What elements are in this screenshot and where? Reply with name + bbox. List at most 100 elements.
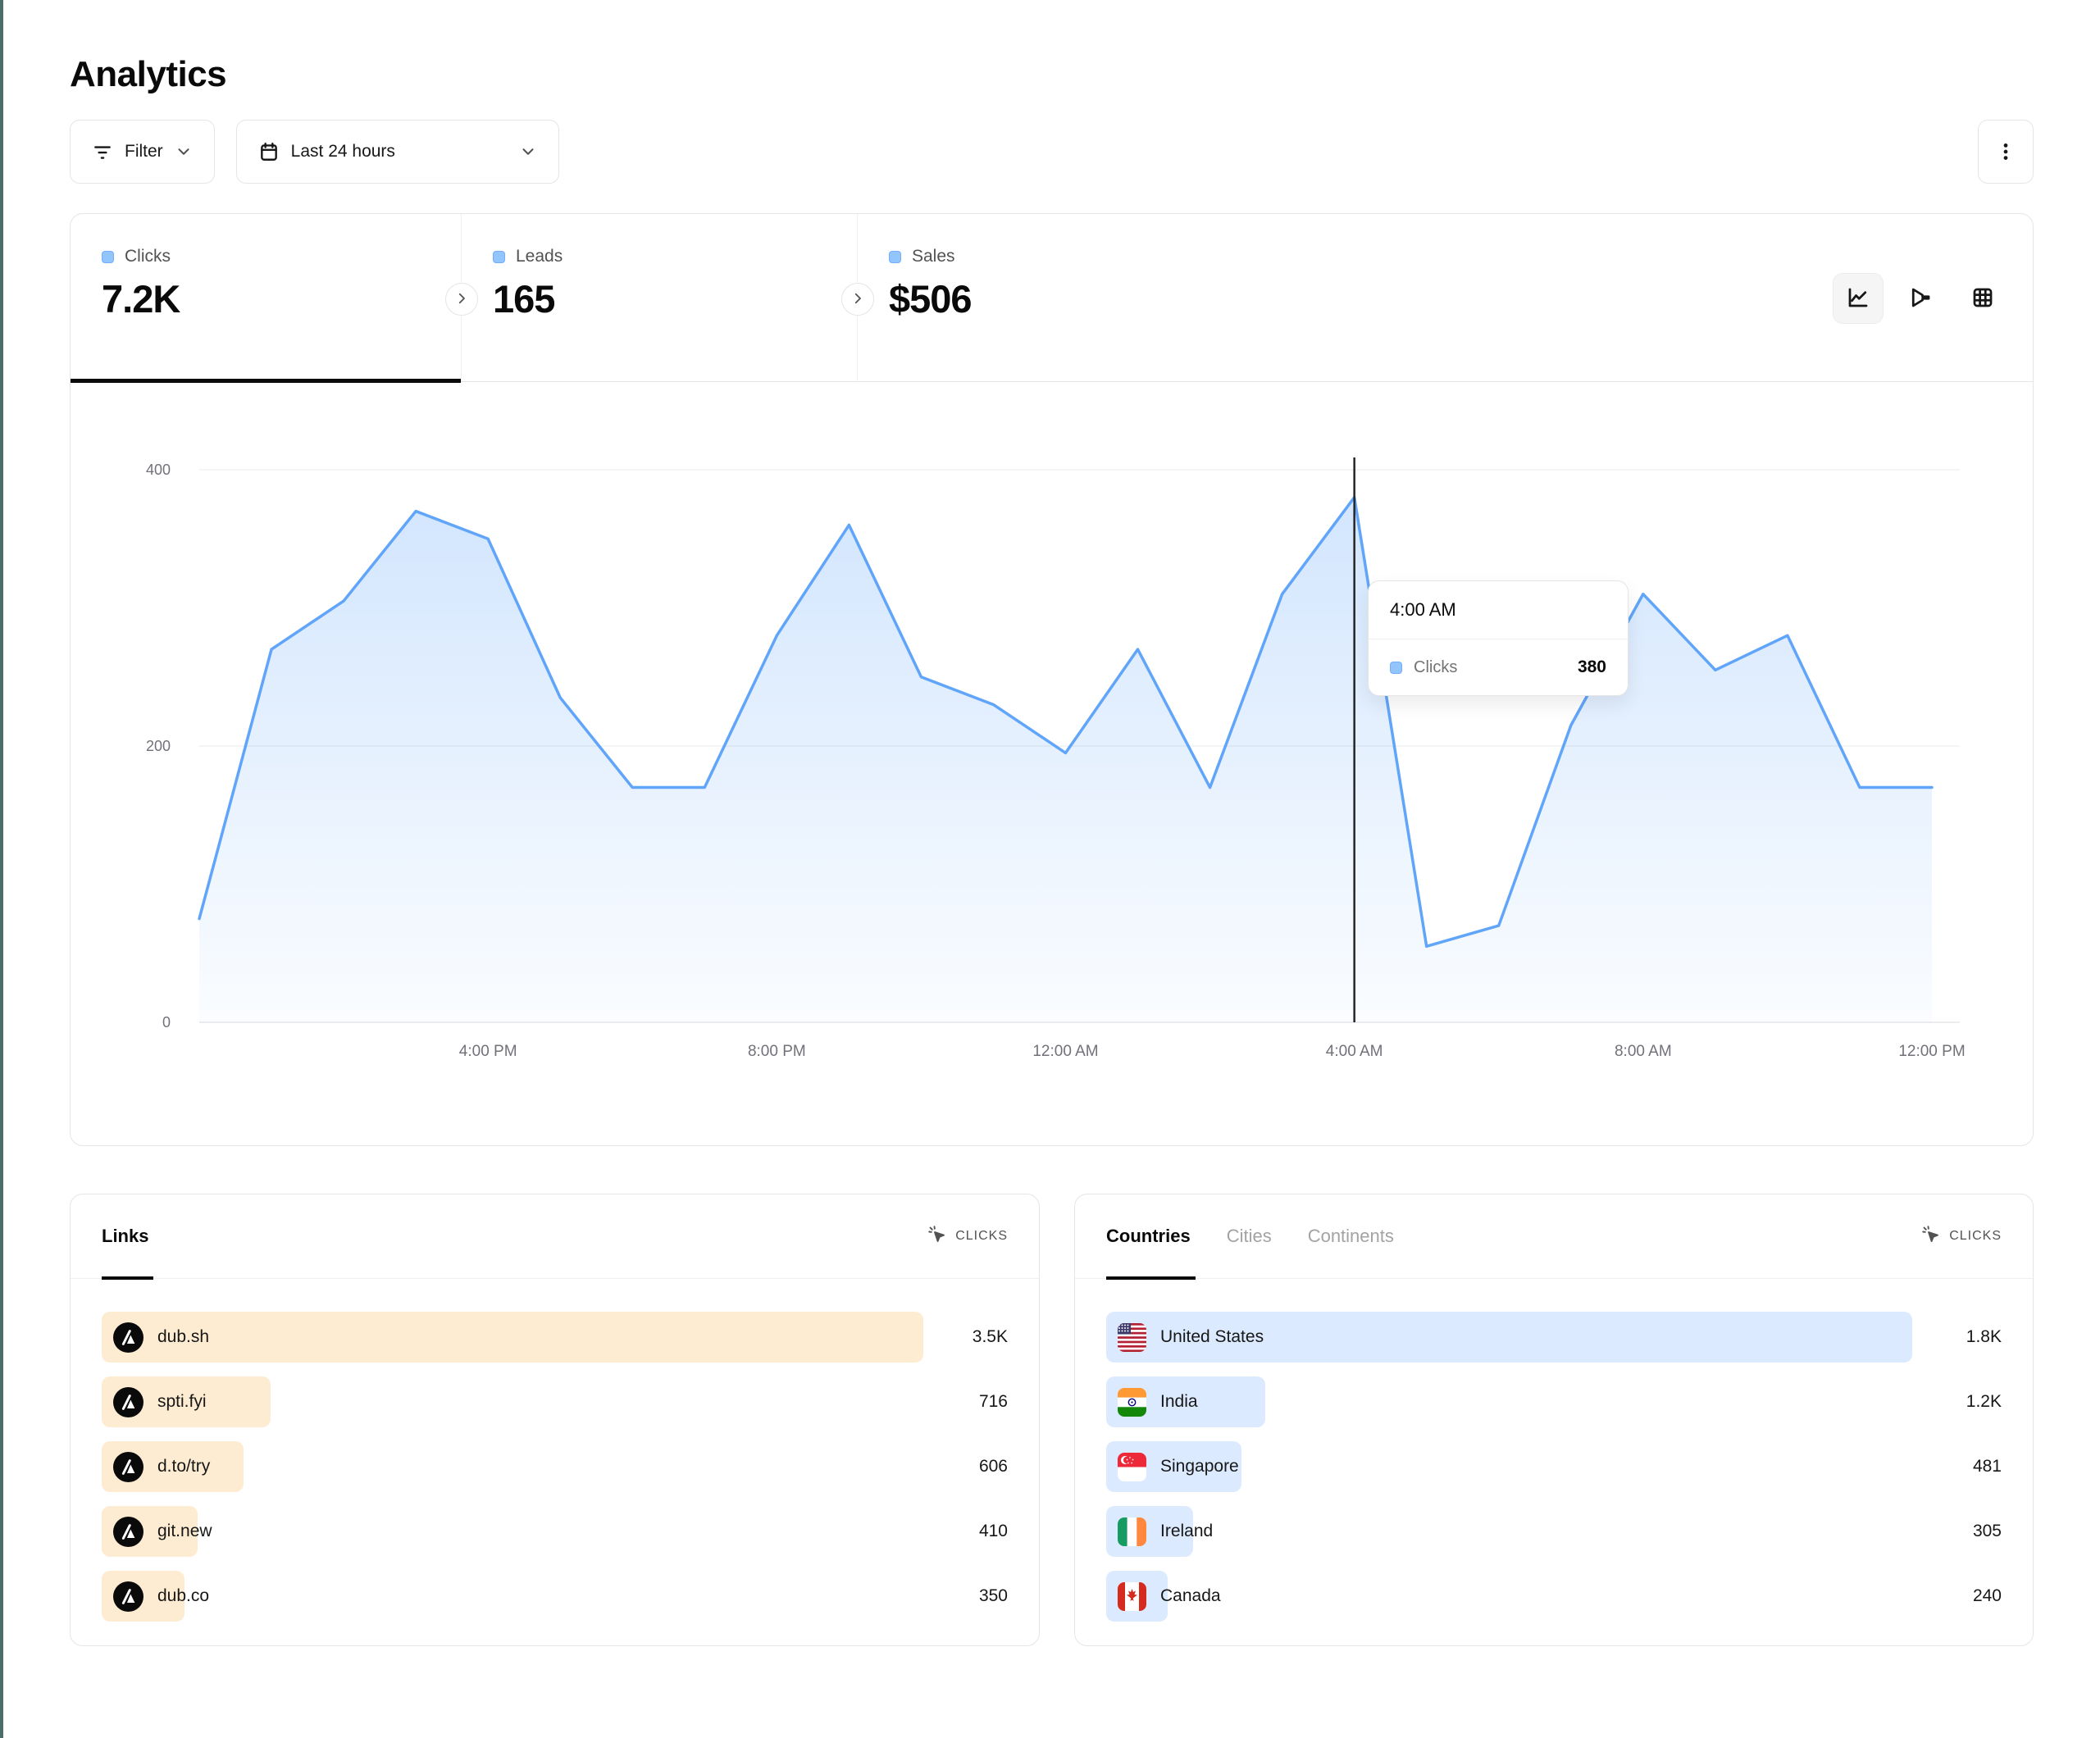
item-value: 350 bbox=[978, 1586, 1008, 1605]
item-label: Ireland bbox=[1160, 1522, 1214, 1540]
cursor-click-icon bbox=[1921, 1225, 1941, 1249]
item-label: spti.fyi bbox=[157, 1392, 207, 1411]
svg-text:12:00 PM: 12:00 PM bbox=[1898, 1043, 1965, 1060]
tab-links-label: Links bbox=[102, 1226, 149, 1246]
flag-ireland-icon bbox=[1118, 1517, 1146, 1546]
funnel-icon bbox=[1908, 285, 1933, 312]
leads-legend-square bbox=[493, 250, 505, 263]
filter-button-label: Filter bbox=[125, 142, 163, 161]
cursor-click-icon bbox=[927, 1225, 947, 1249]
date-range-label: Last 24 hours bbox=[290, 142, 395, 161]
line-chart-icon bbox=[1846, 285, 1870, 312]
tab-continents-label: Continents bbox=[1307, 1226, 1394, 1246]
countries-panel: Countries Cities Continents bbox=[1074, 1194, 2034, 1646]
value-bar bbox=[1106, 1312, 1912, 1363]
chevron-right-icon bbox=[850, 291, 865, 308]
kebab-menu-icon bbox=[1995, 141, 2016, 162]
item-label: Singapore bbox=[1160, 1457, 1239, 1476]
tab-clicks[interactable]: Clicks 7.2K bbox=[71, 214, 462, 383]
tooltip-value: 380 bbox=[1577, 657, 1606, 676]
svg-text:8:00 PM: 8:00 PM bbox=[748, 1043, 806, 1060]
tab-countries-label: Countries bbox=[1106, 1226, 1191, 1246]
tab-cities[interactable]: Cities bbox=[1227, 1194, 1272, 1278]
analytics-card: Clicks 7.2K Leads 165 Sales $506 bbox=[70, 213, 2034, 1146]
breakdown-panels: Links CLICKS dub.sh 3.5K spti.fyi 716 d.to/t… bbox=[70, 1194, 2034, 1646]
list-item[interactable]: spti.fyi 716 bbox=[102, 1376, 1008, 1427]
calendar-icon bbox=[258, 141, 280, 162]
funnel-view-button[interactable] bbox=[1895, 273, 1946, 324]
dub-logo-icon bbox=[113, 1386, 143, 1417]
item-value: 481 bbox=[1972, 1457, 2002, 1476]
svg-text:400: 400 bbox=[146, 462, 171, 478]
clicks-time-series-chart[interactable]: 0 200 400 4:00 PM 8:00 PM 12:00 AM 4:00 AM 8:00… bbox=[71, 382, 2031, 1145]
item-label: dub.co bbox=[157, 1586, 210, 1605]
tab-leads[interactable]: Leads 165 bbox=[462, 214, 858, 381]
item-label: d.to/try bbox=[157, 1457, 211, 1476]
countries-list: United States 1.8K India 1.2K Singapore 481 Ir… bbox=[1075, 1279, 2033, 1622]
tab-clicks-label: Clicks bbox=[125, 247, 171, 266]
toolbar: Filter Last 24 hours bbox=[70, 120, 2034, 184]
date-range-button[interactable]: Last 24 hours bbox=[235, 120, 559, 184]
chart-view-toggles bbox=[1833, 273, 2008, 324]
list-item[interactable]: dub.sh 3.5K bbox=[102, 1312, 1008, 1363]
line-chart-view-button[interactable] bbox=[1833, 273, 1884, 324]
stats-tabs: Clicks 7.2K Leads 165 Sales $506 bbox=[71, 214, 2033, 383]
expand-clicks-button[interactable] bbox=[445, 283, 478, 316]
window-edge-accent bbox=[0, 0, 3, 1738]
value-bar bbox=[102, 1312, 924, 1363]
tab-links[interactable]: Links bbox=[102, 1194, 154, 1280]
flag-canada-icon bbox=[1118, 1581, 1146, 1611]
tab-countries[interactable]: Countries bbox=[1106, 1194, 1196, 1280]
list-item[interactable]: United States 1.8K bbox=[1106, 1312, 2002, 1363]
filter-button[interactable]: Filter bbox=[70, 120, 215, 184]
links-metric-selector[interactable]: CLICKS bbox=[927, 1225, 1008, 1249]
item-value: 1.8K bbox=[1966, 1327, 2002, 1346]
tooltip-legend-square bbox=[1390, 661, 1402, 674]
list-item[interactable]: India 1.2K bbox=[1106, 1376, 2002, 1427]
countries-metric-selector[interactable]: CLICKS bbox=[1921, 1225, 2002, 1249]
item-label: United States bbox=[1160, 1327, 1264, 1346]
list-item[interactable]: Ireland 305 bbox=[1106, 1506, 2002, 1557]
grid-table-icon-button[interactable] bbox=[1957, 273, 2008, 324]
item-value: 410 bbox=[978, 1522, 1008, 1540]
chart-tooltip: 4:00 AM Clicks 380 bbox=[1368, 580, 1629, 696]
item-value: 716 bbox=[978, 1392, 1008, 1411]
svg-text:8:00 AM: 8:00 AM bbox=[1615, 1043, 1672, 1060]
tab-leads-label: Leads bbox=[516, 247, 563, 266]
item-label: Canada bbox=[1160, 1586, 1221, 1605]
dub-logo-icon bbox=[113, 1581, 143, 1612]
chevron-down-icon bbox=[175, 143, 193, 161]
svg-text:12:00 AM: 12:00 AM bbox=[1032, 1043, 1098, 1060]
item-value: 606 bbox=[978, 1457, 1008, 1476]
flag-india-icon bbox=[1118, 1387, 1146, 1417]
dub-logo-icon bbox=[113, 1516, 143, 1547]
list-item[interactable]: git.new 410 bbox=[102, 1506, 1008, 1557]
more-options-button[interactable] bbox=[1978, 120, 2034, 184]
item-value: 1.2K bbox=[1966, 1392, 2002, 1411]
flag-singapore-icon bbox=[1118, 1452, 1146, 1481]
tab-sales-label: Sales bbox=[912, 247, 955, 266]
tab-sales-value: $506 bbox=[889, 277, 973, 321]
expand-leads-button[interactable] bbox=[841, 283, 874, 316]
svg-text:200: 200 bbox=[146, 738, 171, 754]
links-metric-label: CLICKS bbox=[955, 1229, 1008, 1243]
links-list: dub.sh 3.5K spti.fyi 716 d.to/try 606 git.new 4… bbox=[71, 1279, 1039, 1622]
item-label: git.new bbox=[157, 1522, 212, 1540]
tab-continents[interactable]: Continents bbox=[1308, 1194, 1394, 1278]
list-item[interactable]: Canada 240 bbox=[1106, 1571, 2002, 1622]
grid-table-icon bbox=[1970, 285, 1995, 312]
clicks-legend-square bbox=[102, 250, 114, 263]
list-item[interactable]: d.to/try 606 bbox=[102, 1441, 1008, 1492]
list-item[interactable]: dub.co 350 bbox=[102, 1571, 1008, 1622]
analytics-page: Analytics Filter bbox=[70, 0, 2034, 1646]
flag-us-icon bbox=[1118, 1322, 1146, 1352]
links-panel: Links CLICKS dub.sh 3.5K spti.fyi 716 d.to/t… bbox=[70, 1194, 1040, 1646]
item-value: 305 bbox=[1972, 1522, 2002, 1540]
dub-logo-icon bbox=[113, 1322, 143, 1353]
list-item[interactable]: Singapore 481 bbox=[1106, 1441, 2002, 1492]
sales-legend-square bbox=[889, 250, 901, 263]
tab-sales[interactable]: Sales $506 bbox=[858, 214, 973, 381]
svg-text:4:00 PM: 4:00 PM bbox=[459, 1043, 517, 1060]
dub-logo-icon bbox=[113, 1451, 143, 1482]
chevron-right-icon bbox=[454, 291, 469, 308]
